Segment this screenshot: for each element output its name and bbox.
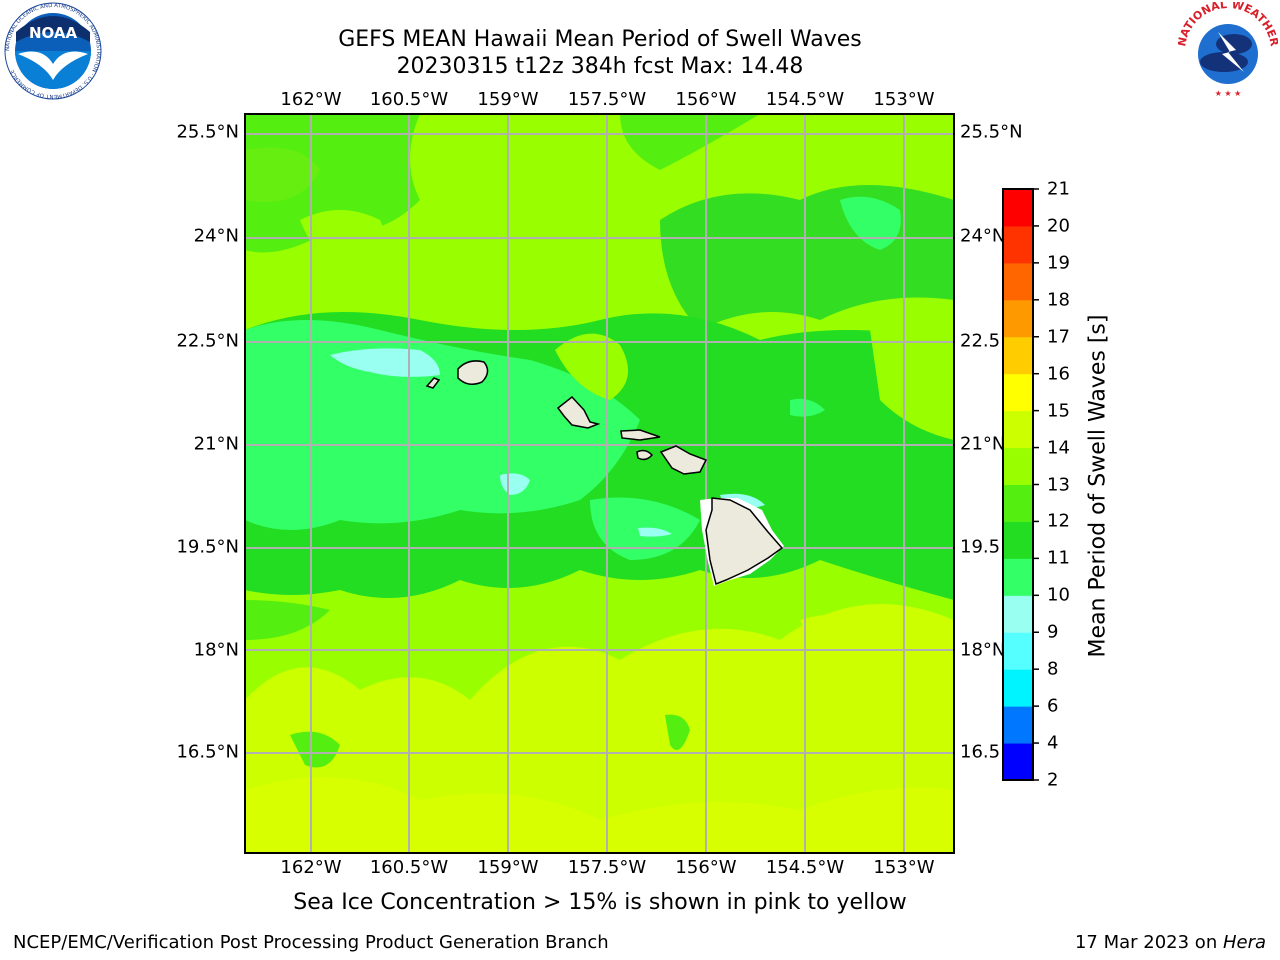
lat-tick-right: 16.5: [960, 741, 1001, 763]
lon-tick-bottom: 156°W: [675, 857, 737, 878]
colorbar-segment: [1003, 299, 1033, 338]
colorbar-tick-label: 14: [1047, 437, 1070, 459]
colorbar: [1003, 188, 1039, 781]
colorbar-segment: [1003, 410, 1033, 449]
island-lanai: [636, 449, 654, 461]
lon-tick-top: 153°W: [873, 89, 935, 110]
lon-tick-bottom: 162°W: [280, 857, 342, 878]
lon-tick-bottom: 154.5°W: [765, 857, 845, 878]
colorbar-label: Mean Period of Swell Waves [s]: [1085, 314, 1111, 658]
island-niihau: [425, 377, 441, 389]
nws-logo-icon: NATIONAL WEATHER SERVICE ★ ★ ★: [1178, 2, 1278, 99]
period-field: [245, 114, 954, 853]
lon-tick-top: 160.5°W: [369, 89, 449, 110]
lat-tick-right: 25.5°N: [960, 121, 1023, 143]
colorbar-frame: [1002, 188, 1034, 781]
footer-branch: NCEP/EMC/Verification Post Processing Pr…: [13, 932, 609, 953]
island-molokai: [620, 429, 661, 441]
colorbar-tick-label: 4: [1047, 732, 1059, 754]
footer-machine: Hera: [1222, 932, 1266, 953]
colorbar-tick-label: 10: [1047, 584, 1070, 606]
lat-tick-left: 22.5°N: [176, 330, 239, 352]
hawaiian-islands: [425, 360, 784, 586]
colorbar-tick-label: 12: [1047, 510, 1070, 532]
lon-tick-top: 162°W: [280, 89, 342, 110]
lon-tick-top: 157.5°W: [567, 89, 647, 110]
colorbar-segment: [1003, 521, 1033, 559]
island-maui: [659, 445, 708, 475]
colorbar-tick-label: 9: [1047, 621, 1059, 643]
lon-tick-bottom: 160.5°W: [369, 857, 449, 878]
colorbar-tick-label: 11: [1047, 547, 1070, 569]
lon-tick-bottom: 157.5°W: [567, 857, 647, 878]
lat-tick-right: 21°N: [960, 433, 1006, 455]
lat-tick-right: 19.5: [960, 536, 1001, 558]
colorbar-segment: [1003, 595, 1033, 633]
lat-tick-left: 25.5°N: [176, 121, 239, 143]
chart-subtitle: 20230315 t12z 384h fcst Max: 14.48: [396, 54, 804, 79]
lat-tick-left: 19.5°N: [176, 536, 239, 558]
colorbar-segment: [1003, 484, 1033, 522]
lat-tick-right: 18°N: [960, 639, 1006, 661]
colorbar-segment: [1003, 669, 1033, 707]
colorbar-tick-label: 15: [1047, 400, 1070, 422]
colorbar-segment: [1003, 558, 1033, 596]
lat-tick-right: 22.5: [960, 330, 1001, 352]
colorbar-segment: [1003, 225, 1033, 264]
colorbar-segment: [1003, 189, 1033, 227]
colorbar-tick-label: 17: [1047, 326, 1070, 348]
island-kauai: [457, 360, 489, 385]
colorbar-segment: [1003, 262, 1033, 301]
footer-date-text: 17 Mar 2023 on: [1074, 932, 1223, 953]
colorbar-segment: [1003, 373, 1033, 412]
colorbar-tick-label: 16: [1047, 363, 1070, 385]
map-gridlines: [245, 114, 954, 853]
lat-tick-right: 24°N: [960, 225, 1006, 247]
footer-date: 17 Mar 2023 on Hera: [1075, 932, 1266, 953]
colorbar-segment: [1003, 336, 1033, 375]
colorbar-segment: [1003, 743, 1033, 781]
lon-tick-bottom: 159°W: [477, 857, 539, 878]
colorbar-tick-label: 8: [1047, 658, 1059, 680]
island-oahu: [556, 395, 601, 429]
colorbar-tick-label: 20: [1047, 215, 1070, 237]
lat-tick-left: 18°N: [193, 639, 239, 661]
colorbar-tick-label: 21: [1047, 178, 1070, 200]
noaa-logo-icon: NATIONAL OCEANIC AND ATMOSPHERIC ADMINIS…: [4, 2, 102, 100]
svg-text:★ ★ ★: ★ ★ ★: [1215, 89, 1242, 98]
lon-tick-top: 156°W: [675, 89, 737, 110]
colorbar-segment: [1003, 447, 1033, 485]
colorbar-tick-label: 2: [1047, 769, 1059, 791]
colorbar-segment: [1003, 632, 1033, 670]
sea-ice-note: Sea Ice Concentration > 15% is shown in …: [293, 890, 907, 915]
lon-tick-top: 154.5°W: [765, 89, 845, 110]
chart-title: GEFS MEAN Hawaii Mean Period of Swell Wa…: [338, 27, 862, 52]
lat-tick-left: 16.5°N: [176, 741, 239, 763]
map-frame: [244, 113, 955, 854]
svg-text:NOAA: NOAA: [29, 24, 78, 42]
lat-tick-left: 21°N: [193, 433, 239, 455]
colorbar-tick-label: 18: [1047, 289, 1070, 311]
colorbar-tick-label: 19: [1047, 252, 1070, 274]
lon-tick-bottom: 153°W: [873, 857, 935, 878]
colorbar-tick-label: 13: [1047, 474, 1070, 495]
lon-tick-top: 159°W: [477, 89, 539, 110]
lat-tick-left: 24°N: [193, 225, 239, 247]
colorbar-segment: [1003, 706, 1033, 744]
colorbar-tick-label: 6: [1047, 695, 1059, 717]
